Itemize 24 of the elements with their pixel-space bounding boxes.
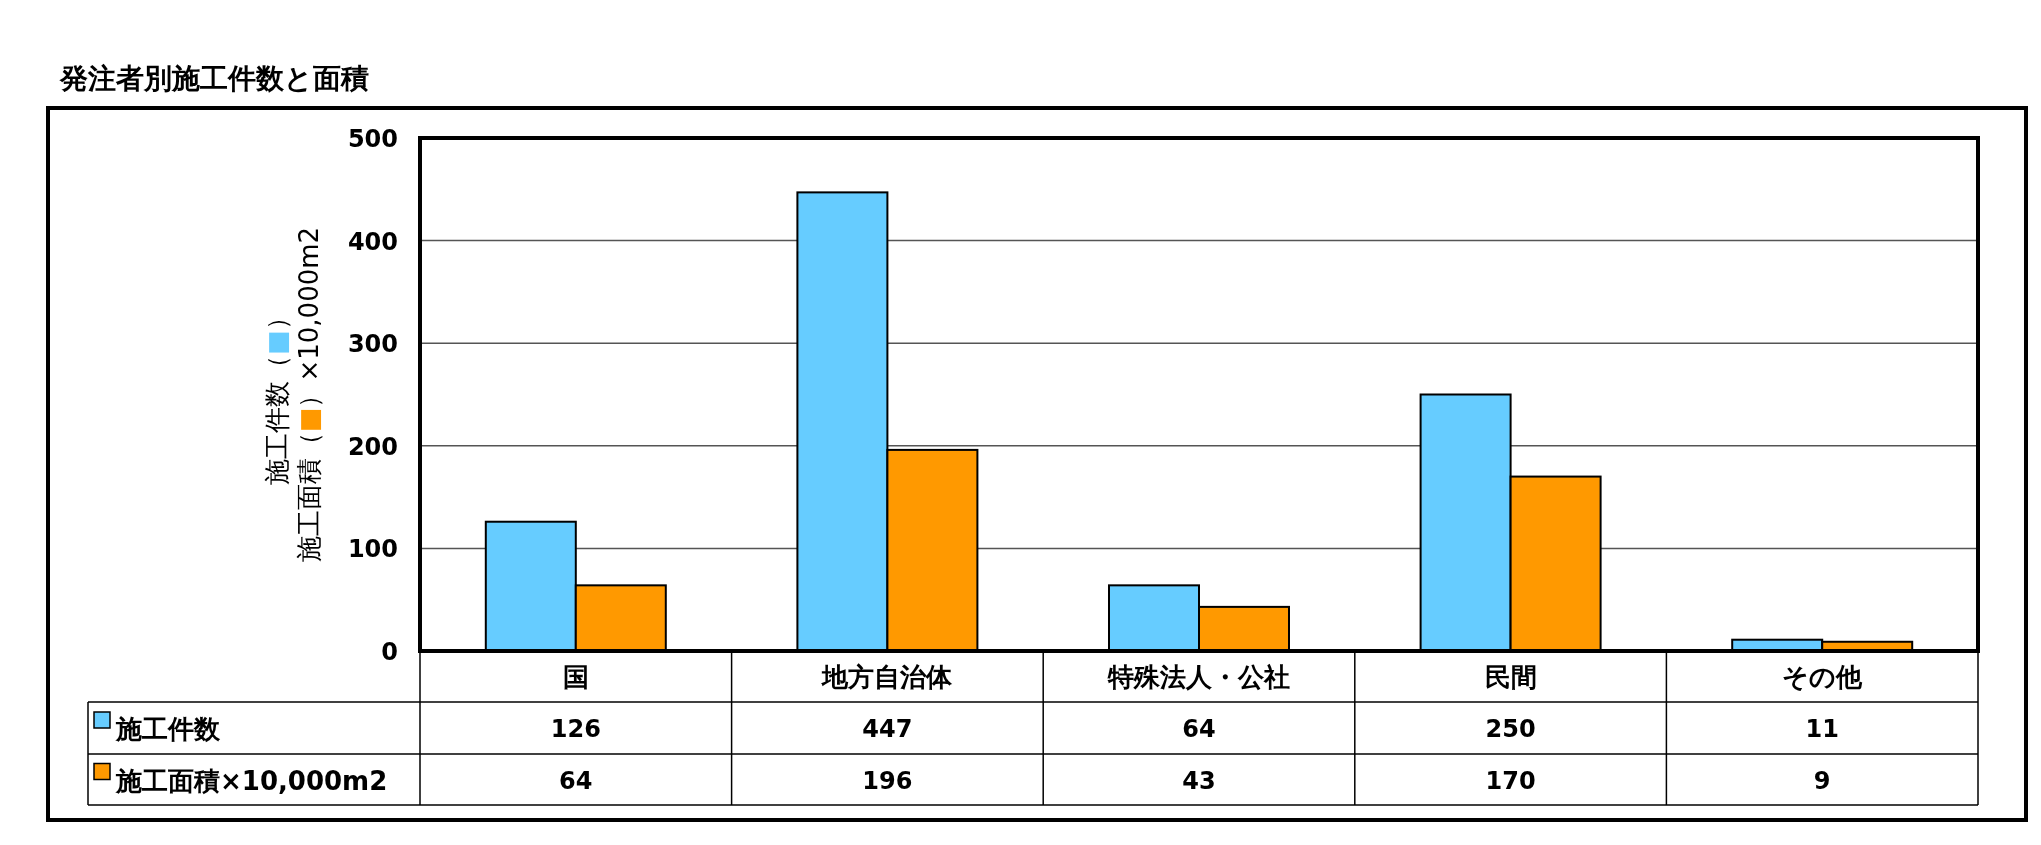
- legend-label: 施工件数: [115, 714, 221, 744]
- y-tick-label: 100: [347, 535, 398, 564]
- x-tick-label: 国: [562, 662, 589, 692]
- data-label: 11: [1805, 715, 1839, 743]
- chart-title: 発注者別施工件数と面積: [59, 62, 369, 95]
- data-label: 43: [1182, 766, 1216, 795]
- y-tick-label: 300: [347, 330, 398, 359]
- data-label: 126: [550, 715, 601, 743]
- data-label: 170: [1485, 766, 1536, 795]
- legend-label: 施工面積×10,000m2: [115, 765, 388, 796]
- data-label: 250: [1485, 715, 1536, 743]
- data-label: 64: [1182, 715, 1216, 743]
- y-tick-label: 400: [347, 227, 398, 256]
- y-tick-label: 200: [347, 432, 398, 461]
- x-tick-label: 地方自治体: [821, 662, 954, 692]
- data-label: 9: [1813, 766, 1831, 795]
- y-tick-label: 500: [347, 125, 398, 153]
- x-tick-label: 特殊法人・公社: [1107, 662, 1290, 692]
- x-tick-label: 民間: [1484, 662, 1537, 692]
- y-tick-label: 0: [381, 638, 398, 666]
- x-tick-label: その他: [1782, 662, 1864, 692]
- data-label: 447: [862, 715, 913, 743]
- data-label: 64: [559, 766, 593, 795]
- data-label: 196: [862, 766, 913, 795]
